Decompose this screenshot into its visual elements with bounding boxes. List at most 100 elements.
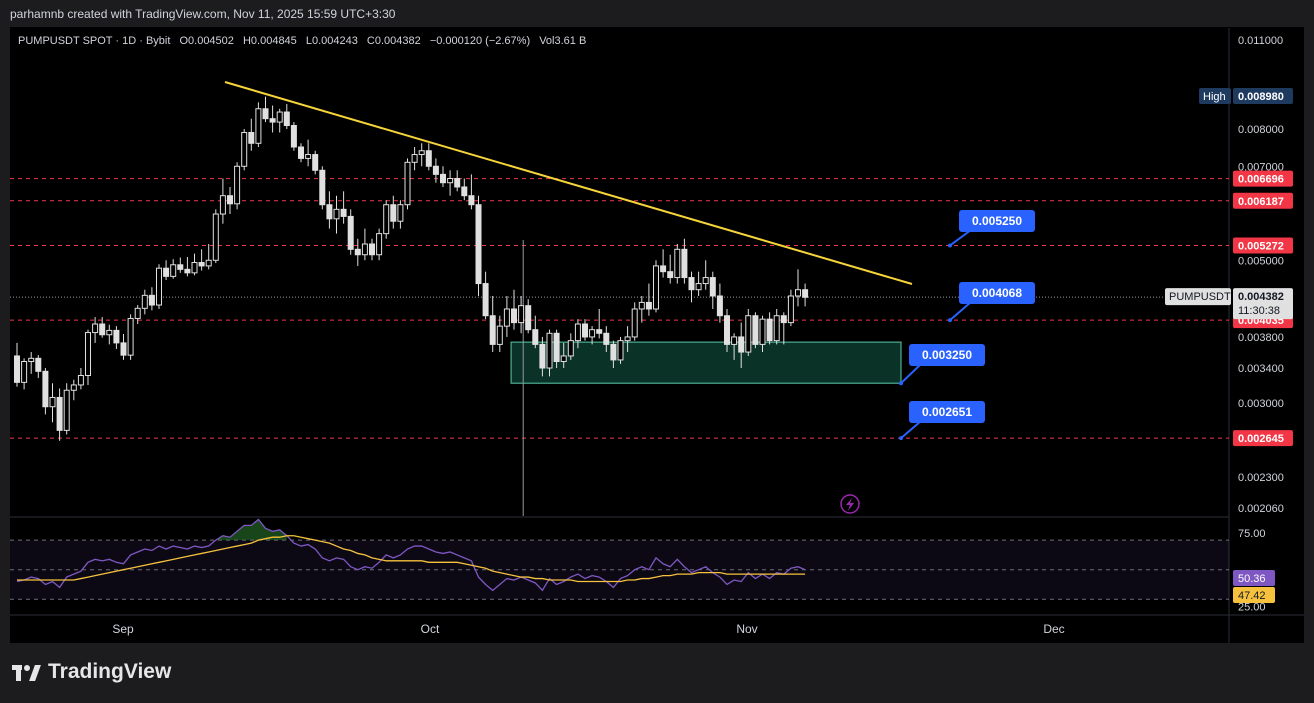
candle-body[interactable]	[156, 267, 162, 306]
candle-body[interactable]	[624, 336, 631, 342]
candle-body[interactable]	[738, 336, 745, 353]
rsi-line[interactable]	[16, 518, 806, 592]
candle-body[interactable]	[482, 283, 489, 317]
descending-trendline[interactable]	[224, 81, 913, 285]
candle-body[interactable]	[532, 329, 539, 345]
candle-body[interactable]	[574, 323, 581, 342]
candle-body[interactable]	[369, 243, 375, 256]
candle-body[interactable]	[127, 317, 134, 356]
candle-body[interactable]	[596, 329, 603, 334]
candle-body[interactable]	[603, 332, 610, 345]
candle-body[interactable]	[354, 248, 361, 256]
candle-body[interactable]	[432, 165, 439, 175]
candle-body[interactable]	[283, 111, 290, 126]
candle-body[interactable]	[511, 308, 517, 324]
candle-body[interactable]	[787, 295, 794, 324]
candle-body[interactable]	[681, 248, 688, 279]
candle-body[interactable]	[49, 396, 56, 408]
candle-body[interactable]	[745, 315, 752, 353]
candle-body[interactable]	[795, 289, 801, 297]
candle-body[interactable]	[262, 108, 269, 120]
candle-body[interactable]	[99, 323, 106, 336]
candle-body[interactable]	[361, 243, 368, 256]
demand-zone[interactable]	[510, 341, 902, 384]
candle-body[interactable]	[418, 150, 425, 156]
candle-body[interactable]	[113, 329, 120, 344]
candle-body[interactable]	[248, 131, 255, 144]
candle-body[interactable]	[163, 267, 170, 277]
candle-body[interactable]	[397, 204, 404, 222]
candle-body[interactable]	[567, 340, 574, 357]
candle-body[interactable]	[660, 265, 667, 273]
candle-body[interactable]	[305, 154, 312, 159]
candle-body[interactable]	[766, 318, 773, 342]
candle-body[interactable]	[802, 289, 809, 298]
candle-body[interactable]	[454, 178, 461, 188]
candle-body[interactable]	[503, 308, 510, 327]
candle-body[interactable]	[653, 265, 659, 310]
candle-body[interactable]	[674, 248, 681, 279]
candle-body[interactable]	[198, 262, 205, 267]
candle-body[interactable]	[205, 259, 212, 267]
candle-body[interactable]	[518, 305, 525, 324]
candle-body[interactable]	[631, 308, 638, 338]
candle-body[interactable]	[610, 343, 617, 361]
candle-body[interactable]	[383, 204, 390, 235]
candle-body[interactable]	[255, 108, 262, 144]
candle-body[interactable]	[184, 268, 191, 274]
price-callout-box[interactable]	[909, 344, 985, 366]
candle-body[interactable]	[468, 195, 475, 206]
flash-icon[interactable]	[840, 494, 860, 514]
candle-body[interactable]	[42, 370, 49, 408]
candle-body[interactable]	[319, 169, 326, 206]
price-callout-box[interactable]	[959, 210, 1035, 232]
candle-body[interactable]	[617, 340, 624, 361]
candle-body[interactable]	[496, 325, 503, 345]
candle-body[interactable]	[234, 165, 241, 205]
candle-body[interactable]	[56, 396, 63, 431]
candle-body[interactable]	[106, 329, 113, 336]
candle-body[interactable]	[553, 332, 560, 363]
candle-body[interactable]	[546, 332, 553, 369]
candle-body[interactable]	[731, 336, 738, 345]
candle-body[interactable]	[759, 318, 766, 345]
candle-body[interactable]	[475, 204, 482, 285]
candle-body[interactable]	[411, 154, 418, 163]
candle-body[interactable]	[70, 384, 77, 391]
candle-body[interactable]	[212, 213, 219, 261]
candle-body[interactable]	[376, 233, 383, 256]
candle-body[interactable]	[134, 307, 141, 319]
candle-body[interactable]	[219, 195, 226, 215]
candle-body[interactable]	[141, 294, 148, 309]
candle-body[interactable]	[120, 342, 127, 356]
rsi-ma-line[interactable]	[17, 535, 806, 583]
candle-body[interactable]	[702, 277, 709, 285]
candle-body[interactable]	[21, 361, 28, 383]
candle-body[interactable]	[347, 215, 354, 250]
candle-body[interactable]	[539, 343, 546, 369]
candle-body[interactable]	[709, 277, 716, 297]
candle-body[interactable]	[92, 323, 99, 334]
candle-body[interactable]	[276, 111, 283, 123]
candle-body[interactable]	[326, 204, 333, 220]
candle-body[interactable]	[333, 208, 340, 220]
candle-body[interactable]	[241, 131, 248, 167]
candle-body[interactable]	[489, 315, 496, 345]
candle-body[interactable]	[148, 294, 155, 306]
candle-body[interactable]	[638, 301, 645, 310]
candle-body[interactable]	[85, 332, 91, 377]
candle-body[interactable]	[390, 204, 397, 222]
candle-body[interactable]	[716, 295, 723, 317]
candle-body[interactable]	[773, 315, 780, 342]
candle-body[interactable]	[191, 262, 198, 274]
candle-body[interactable]	[752, 315, 759, 345]
tradingview-logo[interactable]: TradingView	[12, 660, 171, 684]
candle-body[interactable]	[35, 357, 42, 372]
candle-body[interactable]	[461, 186, 468, 197]
price-callout-box[interactable]	[959, 282, 1035, 304]
candle-body[interactable]	[425, 150, 432, 167]
chart-frame[interactable]	[10, 27, 1304, 643]
candle-body[interactable]	[63, 389, 70, 431]
candle-body[interactable]	[290, 124, 297, 148]
candle-body[interactable]	[780, 315, 787, 324]
